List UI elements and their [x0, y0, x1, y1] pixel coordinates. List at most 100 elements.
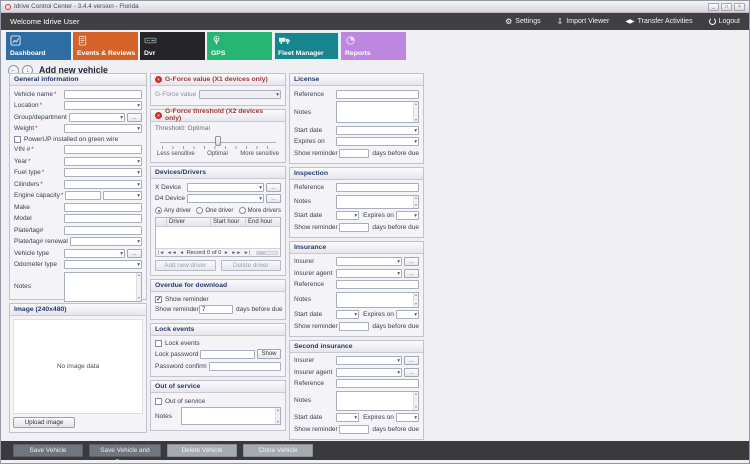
year-select[interactable]: [64, 156, 142, 166]
vehicle-type-select[interactable]: [64, 248, 125, 258]
transfer-activities-button[interactable]: ◀▶ Transfer Activities: [625, 18, 692, 25]
odometer-type-select[interactable]: [64, 260, 142, 269]
insurance-expires-label: Expires on: [363, 311, 394, 318]
weight-select[interactable]: [64, 124, 142, 133]
more-drivers-radio[interactable]: More drivers: [238, 207, 281, 214]
insurer2-agent-select[interactable]: [336, 367, 402, 377]
main-tabs: Dashboard Events & Reviews Dvr GPS Fleet…: [1, 30, 749, 60]
lock-password-input[interactable]: [200, 349, 255, 359]
engine-capacity-unit-select[interactable]: [102, 191, 142, 200]
d4-device-browse-button[interactable]: ...: [266, 194, 281, 203]
minimize-button[interactable]: _: [708, 2, 719, 11]
next-page-button[interactable]: ►►: [231, 249, 242, 256]
tab-dashboard[interactable]: Dashboard: [6, 32, 71, 60]
scroll-up-icon: ▲: [414, 195, 418, 200]
insurance2-notes-textarea[interactable]: ▲ ▼: [336, 390, 419, 411]
first-record-button[interactable]: |◄: [158, 249, 165, 256]
password-confirm-input[interactable]: [208, 361, 281, 371]
threshold-slider[interactable]: [158, 135, 278, 149]
vehicle-name-input[interactable]: [64, 89, 142, 99]
slider-thumb[interactable]: [215, 136, 221, 146]
inspection-expires-select[interactable]: [395, 211, 419, 220]
logout-button[interactable]: Logout: [708, 17, 740, 25]
scrollbar[interactable]: ▲ ▼: [413, 292, 418, 307]
insurance2-start-date-select[interactable]: [336, 413, 360, 422]
insurer-agent-browse-button[interactable]: ...: [404, 268, 419, 278]
model-label: Model: [14, 215, 32, 222]
cilinders-select[interactable]: [64, 179, 142, 189]
inspection-reference-input[interactable]: [336, 183, 419, 192]
group-department-select[interactable]: [68, 112, 125, 122]
next-record-button[interactable]: ►: [223, 249, 229, 256]
scrollbar[interactable]: ▲ ▼: [413, 391, 418, 410]
overdue-show-reminder-checkbox[interactable]: ✓: [155, 295, 162, 303]
tab-fleet-manager[interactable]: Fleet Manager: [274, 32, 339, 60]
location-select[interactable]: [64, 101, 142, 110]
oos-notes-textarea[interactable]: ▲ ▼: [181, 407, 281, 425]
prev-record-button[interactable]: ◄: [179, 249, 185, 256]
engine-capacity-input[interactable]: [65, 191, 101, 200]
tab-reports[interactable]: Reports: [341, 32, 406, 60]
lock-events-checkbox[interactable]: [155, 339, 162, 347]
prev-page-button[interactable]: ◄◄: [166, 249, 177, 256]
insurance2-reference-input[interactable]: [336, 379, 419, 388]
inspection-reminder-input[interactable]: [339, 222, 370, 232]
insurer2-browse-button[interactable]: ...: [404, 356, 419, 365]
x-device-browse-button[interactable]: ...: [266, 182, 281, 192]
scrollbar[interactable]: ▲ ▼: [413, 195, 418, 208]
import-viewer-button[interactable]: ⇩ Import Viewer: [557, 17, 610, 26]
license-notes-textarea[interactable]: ▲ ▼: [336, 101, 419, 123]
model-input[interactable]: [64, 214, 142, 223]
tab-events-reviews[interactable]: Events & Reviews: [73, 32, 138, 60]
powerup-checkbox[interactable]: [14, 135, 21, 143]
insurance-expires-select[interactable]: [395, 310, 419, 319]
license-reference-input[interactable]: [336, 89, 419, 99]
insurance-reminder-input[interactable]: [339, 321, 370, 331]
out-of-service-checkbox[interactable]: [155, 397, 162, 405]
license-reminder-input[interactable]: [339, 148, 370, 158]
plate-renewal-select[interactable]: [69, 237, 142, 246]
insurance-notes-textarea[interactable]: ▲ ▼: [336, 291, 419, 308]
save-vehicle-return-button[interactable]: Save Vehicle and Return: [89, 444, 161, 463]
overdue-days-input[interactable]: 7: [199, 305, 233, 314]
upload-image-button[interactable]: Upload image: [13, 417, 75, 428]
scrollbar[interactable]: ▲ ▼: [275, 408, 280, 424]
tab-dvr[interactable]: Dvr: [140, 32, 205, 60]
any-driver-radio[interactable]: Any driver: [155, 207, 191, 214]
insurer2-select[interactable]: [336, 356, 402, 365]
insurer-browse-button[interactable]: ...: [404, 257, 419, 266]
settings-button[interactable]: ⚙ Settings: [505, 17, 540, 26]
one-driver-radio[interactable]: One driver: [196, 207, 233, 214]
insurer2-agent-browse-button[interactable]: ...: [404, 367, 419, 377]
license-expires-select[interactable]: [336, 137, 419, 146]
insurer-agent-select[interactable]: [336, 268, 402, 278]
inspection-start-date-select[interactable]: [336, 211, 360, 220]
license-start-date-select[interactable]: [336, 125, 419, 135]
tab-gps[interactable]: GPS: [207, 32, 272, 60]
insurance-reference-input[interactable]: [336, 280, 419, 289]
insurance2-expires-select[interactable]: [395, 413, 419, 422]
show-password-button[interactable]: Show: [257, 349, 281, 359]
make-input[interactable]: [64, 202, 142, 212]
close-button[interactable]: ×: [734, 2, 745, 11]
insurer-select[interactable]: [336, 257, 402, 266]
scrollbar[interactable]: ▲ ▼: [136, 272, 141, 301]
last-record-button[interactable]: ►|: [243, 249, 251, 256]
vehicle-type-browse-button[interactable]: ...: [127, 248, 142, 258]
slider-labels: Less sensitive Optimal More sensitive: [157, 151, 279, 157]
d4-device-select[interactable]: [187, 194, 264, 203]
save-vehicle-button[interactable]: Save Vehicle: [13, 444, 83, 457]
fuel-type-select[interactable]: [64, 168, 142, 177]
group-browse-button[interactable]: ...: [127, 112, 142, 122]
insurance2-reminder-input[interactable]: [339, 424, 370, 434]
inspection-notes-textarea[interactable]: ▲ ▼: [336, 194, 419, 209]
maximize-button[interactable]: □: [721, 2, 732, 11]
plate-tag-input[interactable]: [64, 225, 142, 235]
general-notes-textarea[interactable]: ▲ ▼: [64, 271, 142, 302]
table-horizontal-scrollbar[interactable]: [255, 250, 278, 255]
x-device-select[interactable]: [187, 182, 264, 192]
scrollbar[interactable]: ▲ ▼: [413, 102, 418, 122]
plate-tag-label: Plate/tag#: [14, 226, 44, 234]
insurance-start-date-select[interactable]: [336, 310, 360, 319]
vin-input[interactable]: [64, 145, 142, 154]
